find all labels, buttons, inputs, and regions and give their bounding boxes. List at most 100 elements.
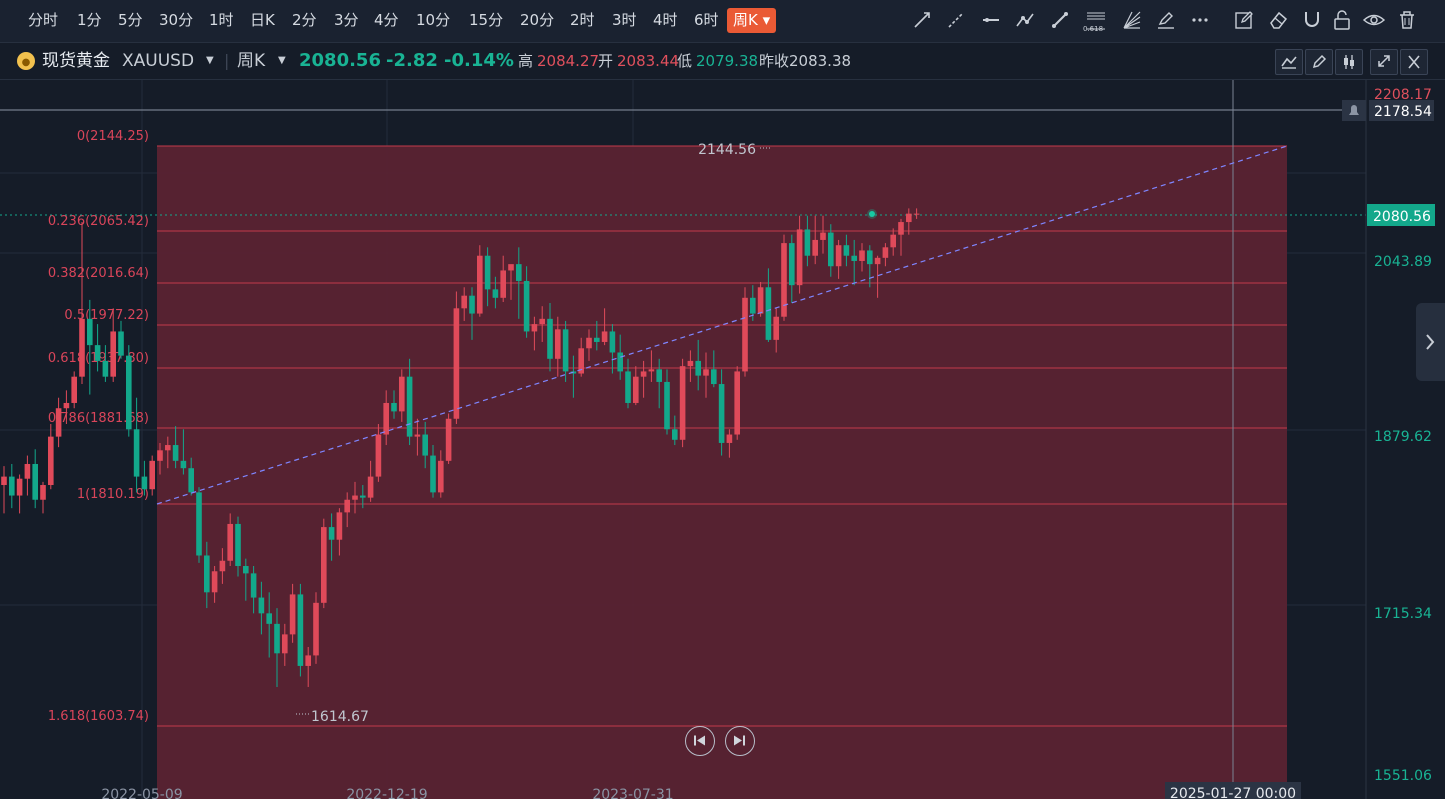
fibonacci-zone[interactable] — [157, 146, 1287, 799]
candle-body-80[interactable] — [625, 371, 631, 403]
candle-body-62[interactable] — [484, 255, 491, 290]
candle-body-81[interactable] — [633, 376, 639, 403]
timeframe-tab-7[interactable]: 3分 — [334, 11, 359, 29]
candle-body-0[interactable] — [1, 476, 7, 486]
candle-body-85[interactable] — [664, 381, 670, 430]
candle-body-5[interactable] — [40, 485, 46, 500]
candle-body-57[interactable] — [445, 418, 452, 461]
candle-body-101[interactable] — [789, 243, 795, 286]
trend-line-tool-button[interactable] — [910, 8, 934, 32]
expand-side-panel-button[interactable] — [1416, 303, 1445, 381]
candle-body-87[interactable] — [679, 366, 686, 440]
candle-body-91[interactable] — [711, 369, 717, 385]
eraser-tool-button[interactable] — [1266, 8, 1290, 32]
jump-end-button[interactable] — [725, 726, 755, 756]
collapse-button[interactable] — [1370, 49, 1398, 75]
candle-body-32[interactable] — [250, 573, 257, 598]
candle-body-95[interactable] — [742, 297, 748, 372]
candle-body-21[interactable] — [165, 445, 171, 451]
pen-tool-button[interactable] — [1154, 8, 1178, 32]
candle-body-20[interactable] — [157, 450, 163, 461]
candle-body-109[interactable] — [851, 255, 857, 261]
timeframe-tab-5[interactable]: 日K — [250, 11, 275, 29]
timeframe-tab-4[interactable]: 1时 — [209, 11, 234, 29]
candle-body-52[interactable] — [406, 376, 413, 437]
candle-body-55[interactable] — [430, 455, 436, 493]
timeframe-tab-6[interactable]: 2分 — [292, 11, 317, 29]
candle-body-29[interactable] — [227, 523, 233, 561]
close-button[interactable] — [1400, 49, 1428, 75]
timeframe-tab-11[interactable]: 20分 — [520, 11, 555, 29]
horizontal-line-tool-button[interactable] — [979, 8, 1003, 32]
timeframe-tab-0[interactable]: 分时 — [28, 11, 59, 29]
candle-body-9[interactable] — [71, 376, 77, 403]
candle-body-100[interactable] — [781, 243, 787, 317]
candle-body-115[interactable] — [898, 222, 904, 235]
candle-body-112[interactable] — [874, 257, 881, 265]
period-select[interactable]: 周K — [237, 51, 266, 71]
candle-body-42[interactable] — [328, 527, 335, 540]
candle-body-77[interactable] — [601, 331, 608, 342]
eye-tool-button[interactable] — [1362, 8, 1386, 32]
candle-body-6[interactable] — [48, 436, 54, 486]
timeframe-tab-10[interactable]: 15分 — [469, 11, 504, 29]
candle-body-105[interactable] — [820, 232, 826, 240]
candle-body-13[interactable] — [102, 360, 109, 377]
candle-body-38[interactable] — [297, 594, 304, 666]
timeframe-tab-13[interactable]: 3时 — [612, 11, 637, 29]
candle-body-84[interactable] — [656, 369, 662, 382]
candle-body-46[interactable] — [360, 495, 366, 498]
polyline-tool-button[interactable] — [1013, 8, 1037, 32]
timeframe-tab-2[interactable]: 5分 — [118, 11, 143, 29]
more-tool-button[interactable] — [1188, 8, 1212, 32]
candle-body-30[interactable] — [235, 523, 241, 567]
candle-body-74[interactable] — [578, 348, 584, 374]
candle-body-92[interactable] — [718, 384, 725, 443]
candle-body-12[interactable] — [94, 345, 101, 361]
edit-note-tool-button[interactable] — [1232, 8, 1256, 32]
magnet-tool-button[interactable] — [1300, 8, 1324, 32]
candle-body-50[interactable] — [391, 402, 397, 412]
chart-style-button[interactable] — [1335, 49, 1363, 75]
draw-toggle-button[interactable] — [1305, 49, 1333, 75]
candle-body-71[interactable] — [555, 329, 561, 359]
candle-body-56[interactable] — [438, 460, 444, 493]
candle-body-7[interactable] — [55, 408, 62, 437]
candle-body-22[interactable] — [172, 445, 179, 461]
ray-line-tool-button[interactable] — [944, 8, 968, 32]
candle-body-15[interactable] — [118, 331, 124, 356]
candle-body-93[interactable] — [726, 434, 733, 443]
timeframe-tab-9[interactable]: 10分 — [416, 11, 451, 29]
candle-body-97[interactable] — [757, 287, 764, 314]
candle-body-86[interactable] — [672, 429, 678, 440]
candle-body-110[interactable] — [859, 250, 865, 261]
candle-body-96[interactable] — [750, 297, 756, 314]
timeframe-tab-1[interactable]: 1分 — [77, 11, 102, 29]
candle-body-78[interactable] — [609, 331, 616, 353]
candle-body-75[interactable] — [586, 337, 592, 349]
candle-body-1[interactable] — [9, 476, 15, 496]
candle-body-98[interactable] — [765, 287, 772, 340]
candle-body-68[interactable] — [531, 324, 538, 332]
candle-body-4[interactable] — [32, 463, 38, 500]
candle-body-19[interactable] — [149, 460, 155, 490]
candle-body-76[interactable] — [594, 337, 600, 342]
timeframe-tab-12[interactable]: 2时 — [570, 11, 595, 29]
timeframe-tab-16[interactable]: 周K ▾ — [727, 8, 777, 33]
timeframe-tab-8[interactable]: 4分 — [374, 11, 399, 29]
candle-body-33[interactable] — [258, 597, 265, 614]
candle-body-59[interactable] — [461, 295, 467, 309]
candle-body-26[interactable] — [204, 555, 210, 593]
candle-body-103[interactable] — [804, 229, 811, 256]
candle-body-99[interactable] — [773, 316, 779, 340]
candle-body-43[interactable] — [336, 512, 343, 540]
chart-canvas[interactable]: 0(2144.25) 0.236(2065.42) 0.382(2016.64) 0.… — [0, 80, 1445, 799]
candle-body-17[interactable] — [133, 429, 140, 477]
candle-body-90[interactable] — [703, 369, 709, 376]
candle-body-44[interactable] — [344, 499, 350, 513]
trash-tool-button[interactable] — [1395, 8, 1419, 32]
timeframe-tab-3[interactable]: 30分 — [159, 11, 194, 29]
candle-body-117[interactable] — [913, 213, 920, 215]
symbol-dropdown-icon[interactable]: ▼ — [206, 55, 214, 66]
symbol-code[interactable]: XAUUSD — [122, 51, 195, 71]
